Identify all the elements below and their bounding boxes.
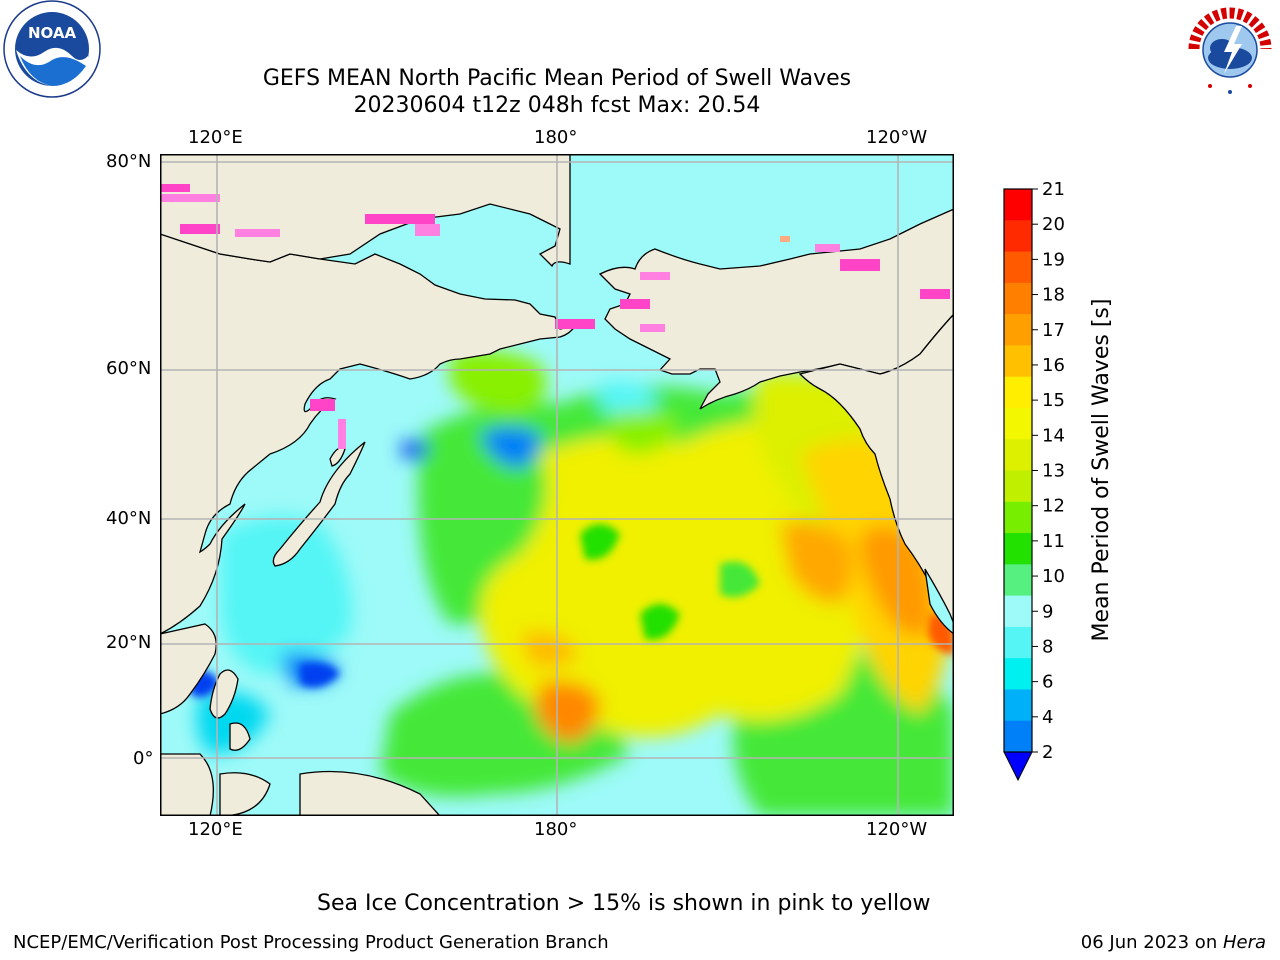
swell-period-field [190, 350, 954, 816]
colorbar-cell [1004, 376, 1032, 409]
lon-tick-bottom-120e: 120°E [188, 819, 243, 840]
colorbar-cell [1004, 314, 1032, 346]
colorbar-tick-label: 6 [1042, 672, 1053, 693]
colorbar-cell [1004, 189, 1032, 221]
lat-tick-0: 0° [133, 748, 154, 769]
sea-ice-note: Sea Ice Concentration > 15% is shown in … [317, 891, 931, 916]
colorbar-cell [1004, 282, 1032, 315]
lat-tick-40n: 40°N [106, 508, 152, 529]
colorbar-tick-label: 15 [1042, 390, 1065, 411]
colorbar-cell [1004, 470, 1032, 503]
colorbar-tick-label: 17 [1042, 320, 1065, 341]
colorbar-tick-label: 18 [1042, 285, 1065, 306]
lat-tick-80n: 80°N [106, 151, 152, 172]
chart-title: GEFS MEAN North Pacific Mean Period of S… [262, 66, 852, 91]
colorbar-tick-label: 14 [1042, 425, 1065, 446]
colorbar-tick-label: 20 [1042, 214, 1065, 235]
colorbar-tick-label: 9 [1042, 601, 1053, 622]
colorbar-tick-label: 21 [1042, 180, 1065, 200]
footer-date-text: 06 Jun 2023 on [1080, 932, 1223, 953]
lon-tick-top-120w: 120°W [866, 127, 928, 148]
colorbar-cells [1004, 189, 1032, 753]
colorbar-cell [1004, 533, 1032, 565]
swell-period-map [160, 154, 954, 816]
colorbar-extend-arrow [1003, 751, 1033, 782]
colorbar-tick-label: 2 [1042, 742, 1053, 763]
lon-tick-bottom-120w: 120°W [866, 819, 928, 840]
colorbar-ticks: 21 20 19 18 17 16 15 14 13 12 11 10 9 8 6 4 2 [1032, 180, 1065, 763]
map-frame [160, 154, 954, 816]
colorbar-tick-label: 4 [1042, 707, 1053, 728]
colorbar-cell [1004, 595, 1032, 628]
colorbar-cell [1004, 501, 1032, 534]
colorbar-cell [1004, 439, 1032, 471]
lat-tick-20n: 20°N [106, 632, 152, 653]
footer-date: 06 Jun 2023 on Hera [1081, 932, 1266, 953]
lat-tick-60n: 60°N [106, 358, 152, 379]
colorbar-label: Mean Period of Swell Waves [s] [1089, 299, 1114, 642]
colorbar-cell [1004, 251, 1032, 284]
graticule [160, 154, 954, 816]
lon-tick-top-120e: 120°E [188, 127, 243, 148]
colorbar-cell [1004, 626, 1032, 659]
nws-logo-icon [1183, 2, 1277, 96]
colorbar-tick-label: 13 [1042, 461, 1065, 482]
noaa-logo-label: NOAA [28, 24, 77, 42]
colorbar-tick-label: 12 [1042, 496, 1065, 517]
colorbar-cell [1004, 407, 1032, 440]
noaa-logo-icon: NOAA [3, 0, 101, 98]
colorbar-tick-label: 8 [1042, 636, 1053, 657]
colorbar-cell [1004, 345, 1032, 378]
colorbar-cell [1004, 220, 1032, 253]
colorbar-tick-label: 19 [1042, 249, 1065, 270]
chart-subtitle: 20230604 t12z 048h fcst Max: 20.54 [353, 93, 761, 118]
colorbar-tick-label: 16 [1042, 355, 1065, 376]
colorbar-cell [1004, 658, 1032, 690]
footer-machine: Hera [1222, 932, 1266, 953]
lon-tick-bottom-180: 180° [534, 819, 578, 840]
colorbar-cell [1004, 720, 1032, 753]
colorbar-tick-label: 10 [1042, 566, 1065, 587]
colorbar: 21 20 19 18 17 16 15 14 13 12 11 10 9 8 6 4 2 Mean Perio… [1003, 180, 1114, 782]
colorbar-cell [1004, 564, 1032, 597]
sea-ice-overlay [160, 184, 950, 449]
colorbar-cell [1004, 689, 1032, 722]
lon-tick-top-180: 180° [534, 127, 578, 148]
colorbar-tick-label: 11 [1042, 531, 1065, 552]
footer-credit: NCEP/EMC/Verification Post Processing Pr… [13, 932, 609, 953]
